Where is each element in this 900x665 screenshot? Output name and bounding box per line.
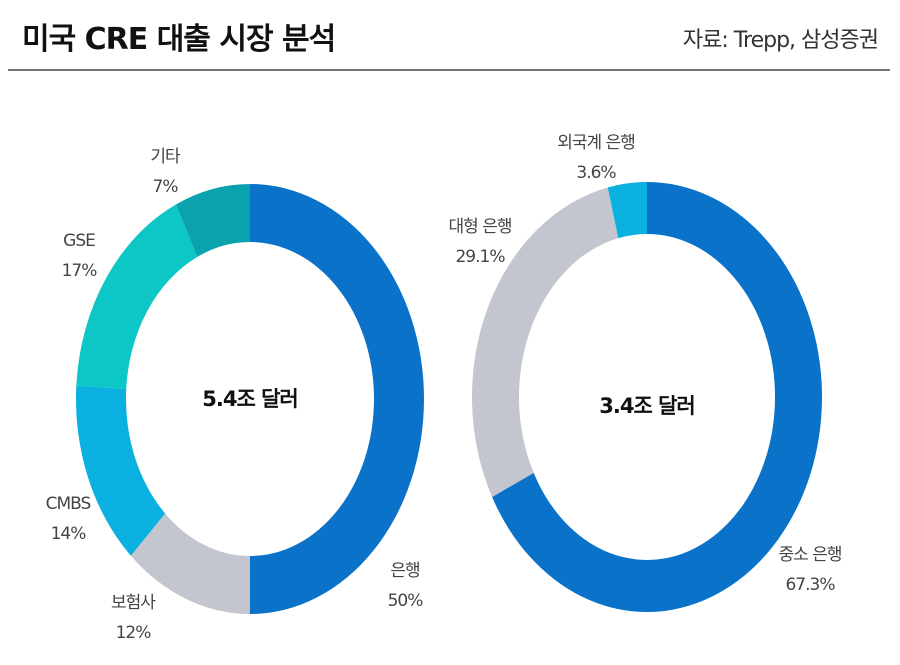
donut-slice [472,187,619,498]
donut-slice [175,184,250,257]
slice-label-value: 17% [62,261,98,281]
donut-slice [607,182,647,239]
slice-label-value: 29.1% [455,247,505,267]
donut-slice [250,184,424,614]
slice-label-name: 은행 [390,561,419,581]
slice-label-value: 14% [51,524,87,544]
center-label-total: 5.4조 달러 [202,387,297,411]
slice-label-value: 3.6% [576,163,616,183]
slice-label-value: 7% [153,177,179,197]
page-title: 미국 CRE 대출 시장 분석 [22,22,336,57]
source-note: 자료: Trepp, 삼성증권 [682,28,879,53]
slice-label-value: 50% [388,591,424,611]
slice-label-name: GSE [63,231,95,251]
slice-label-name: CMBS [46,494,91,514]
header-divider [8,69,890,71]
slice-label-value: 12% [116,623,152,643]
donut-slice [76,204,198,390]
donut-slice [76,385,166,556]
slice-label-name: 중소 은행 [779,545,842,565]
donut-chart-total-cre [76,184,424,614]
slice-label-name: 외국계 은행 [557,133,635,153]
slice-label-value: 67.3% [785,575,835,595]
donut-chart-bank-cre [472,182,823,612]
slice-label-name: 보험사 [111,593,156,613]
slice-label-name: 기타 [150,147,181,167]
slice-label-name: 대형 은행 [449,217,512,237]
center-label-bank: 3.4조 달러 [599,394,694,418]
donut-slice [130,513,250,614]
